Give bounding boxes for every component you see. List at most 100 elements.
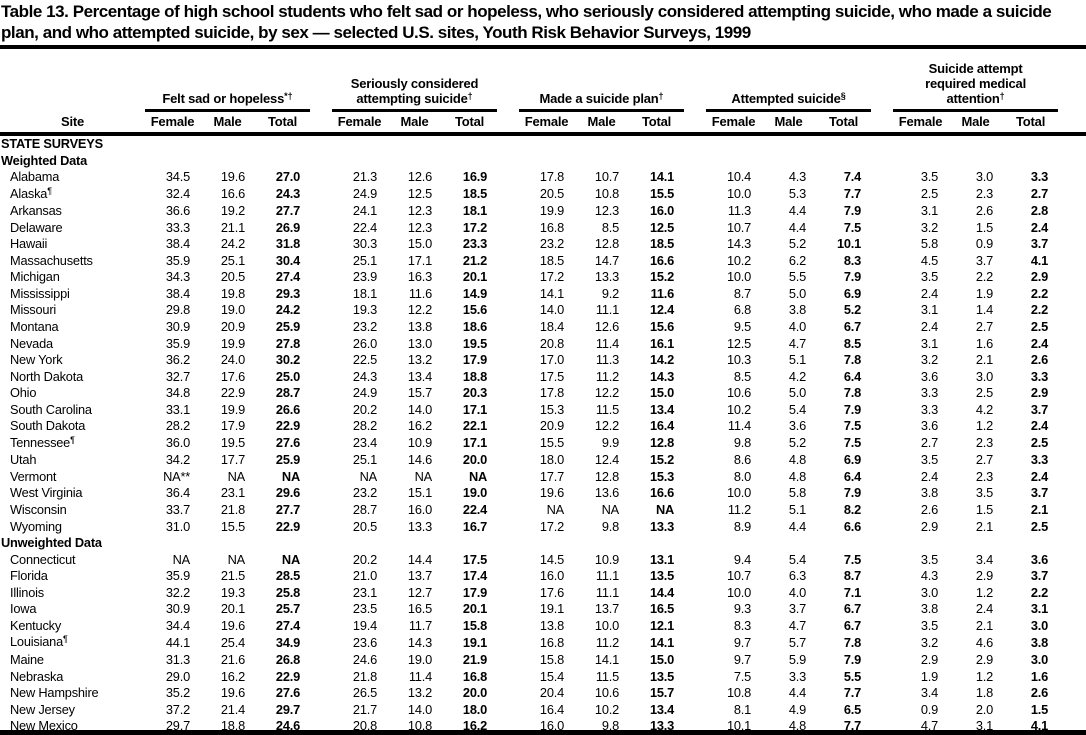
value-cell: 25.0 bbox=[275, 368, 301, 384]
value-cell: 15.8 bbox=[462, 617, 488, 633]
gap-cell bbox=[497, 568, 519, 585]
value-cell: 36.0 bbox=[165, 435, 190, 451]
footnote-marker: ¶ bbox=[47, 185, 53, 196]
right-margin-cell bbox=[1058, 552, 1086, 569]
right-margin-cell bbox=[1058, 269, 1086, 286]
value-cell: 20.5 bbox=[352, 518, 378, 534]
value-cell: 10.1 bbox=[726, 718, 752, 734]
value-cell: 25.4 bbox=[220, 634, 245, 650]
column-gap bbox=[871, 110, 894, 136]
value-cell: 7.5 bbox=[843, 219, 862, 235]
gap-cell bbox=[684, 585, 706, 602]
value-cell: 22.9 bbox=[220, 385, 245, 401]
value-cell: 3.7 bbox=[975, 252, 994, 268]
value-cell: 17.1 bbox=[407, 252, 433, 268]
value-cell: 15.3 bbox=[649, 468, 675, 484]
value-cell: 34.2 bbox=[165, 452, 190, 468]
value-cell: 12.3 bbox=[594, 203, 620, 219]
value-cell: 3.5 bbox=[920, 452, 939, 468]
value-cell: 10.7 bbox=[594, 169, 620, 185]
value-cell: 3.8 bbox=[788, 302, 807, 318]
value-cell: 33.1 bbox=[165, 401, 190, 417]
value-cell: 19.0 bbox=[220, 302, 245, 318]
gap-cell bbox=[871, 286, 893, 303]
value-cell: NA bbox=[414, 468, 433, 484]
footnote-marker: *† bbox=[284, 91, 293, 101]
section-label: Unweighted Data bbox=[1, 535, 102, 551]
value-cell: 25.9 bbox=[275, 452, 301, 468]
value-cell: 20.9 bbox=[220, 319, 245, 335]
value-cell: 22.4 bbox=[462, 502, 488, 518]
value-cell: 44.1 bbox=[165, 634, 190, 650]
right-margin-cell bbox=[1058, 352, 1086, 369]
value-cell: 6.9 bbox=[843, 452, 862, 468]
gap-cell bbox=[871, 269, 893, 286]
female-column-header: Female bbox=[706, 110, 762, 136]
value-cell: 8.7 bbox=[733, 285, 752, 301]
table-title: Table 13. Percentage of high school stud… bbox=[1, 2, 1052, 42]
site-cell: Florida bbox=[10, 568, 48, 584]
value-cell: 20.1 bbox=[462, 269, 488, 285]
value-cell: 37.2 bbox=[165, 701, 190, 717]
gap-cell bbox=[310, 634, 332, 652]
value-cell: 9.8 bbox=[601, 518, 620, 534]
value-cell: 9.4 bbox=[733, 551, 752, 567]
female-column-header: Female bbox=[332, 110, 388, 136]
value-cell: 2.6 bbox=[1030, 685, 1049, 701]
value-cell: 13.0 bbox=[407, 335, 433, 351]
gap-cell bbox=[684, 402, 706, 419]
site-cell: West Virginia bbox=[10, 485, 83, 501]
value-cell: NA bbox=[655, 502, 675, 518]
table-row: Hawaii 38.4 24.2 31.8 30.3 15.0 23.3 23.2 12.8 18… bbox=[0, 236, 1086, 253]
right-margin-cell bbox=[1058, 652, 1086, 669]
value-cell: 3.6 bbox=[1030, 551, 1049, 567]
value-cell: 3.5 bbox=[975, 485, 994, 501]
male-column-header: Male bbox=[574, 110, 630, 136]
value-cell: 3.7 bbox=[1030, 401, 1049, 417]
site-cell: Hawaii bbox=[10, 236, 48, 252]
value-cell: 2.2 bbox=[1030, 302, 1049, 318]
gap-cell bbox=[497, 302, 519, 319]
value-cell: 5.5 bbox=[788, 269, 807, 285]
value-cell: 4.4 bbox=[788, 219, 807, 235]
value-cell: 14.0 bbox=[539, 302, 565, 318]
site-cell: Iowa bbox=[10, 601, 37, 617]
value-cell: 3.0 bbox=[975, 368, 994, 384]
value-cell: 12.5 bbox=[649, 219, 675, 235]
value-cell: 2.9 bbox=[975, 568, 994, 584]
value-cell: 19.5 bbox=[220, 435, 245, 451]
value-cell: 4.7 bbox=[920, 718, 939, 734]
value-cell: 10.3 bbox=[726, 352, 752, 368]
value-cell: 14.7 bbox=[594, 252, 620, 268]
right-margin-cell bbox=[1058, 435, 1086, 453]
table-row: Missouri 29.8 19.0 24.2 19.3 12.2 15.6 14.0 11.1… bbox=[0, 302, 1086, 319]
value-cell: 3.1 bbox=[920, 302, 939, 318]
value-cell: 17.1 bbox=[462, 435, 488, 451]
value-cell: 18.1 bbox=[352, 285, 378, 301]
table-row: Nevada 35.9 19.9 27.8 26.0 13.0 19.5 20.8 11.4 16… bbox=[0, 336, 1086, 353]
value-cell: 2.4 bbox=[1030, 468, 1049, 484]
value-cell: 4.2 bbox=[975, 401, 994, 417]
gap-cell bbox=[497, 618, 519, 635]
bottom-divider bbox=[0, 730, 1086, 735]
value-cell: 2.5 bbox=[975, 385, 994, 401]
value-cell: 15.7 bbox=[407, 385, 433, 401]
gap-cell bbox=[684, 519, 706, 536]
value-cell: 30.2 bbox=[275, 352, 301, 368]
gap-cell bbox=[871, 435, 893, 453]
value-cell: 21.8 bbox=[220, 502, 245, 518]
gap-cell bbox=[871, 634, 893, 652]
male-column-header: Male bbox=[387, 110, 443, 136]
gap-cell bbox=[684, 652, 706, 669]
value-cell: 20.2 bbox=[352, 551, 378, 567]
table-row: West Virginia 36.4 23.1 29.6 23.2 15.1 19.0 19.… bbox=[0, 485, 1086, 502]
value-cell: 4.4 bbox=[788, 685, 807, 701]
value-cell: 38.4 bbox=[165, 285, 190, 301]
total-column-header: Total bbox=[255, 110, 311, 136]
value-cell: 14.0 bbox=[407, 701, 433, 717]
female-column-header: Female bbox=[893, 110, 949, 136]
value-cell: 18.5 bbox=[649, 236, 675, 252]
female-column-header: Female bbox=[145, 110, 200, 136]
value-cell: 26.0 bbox=[352, 335, 378, 351]
